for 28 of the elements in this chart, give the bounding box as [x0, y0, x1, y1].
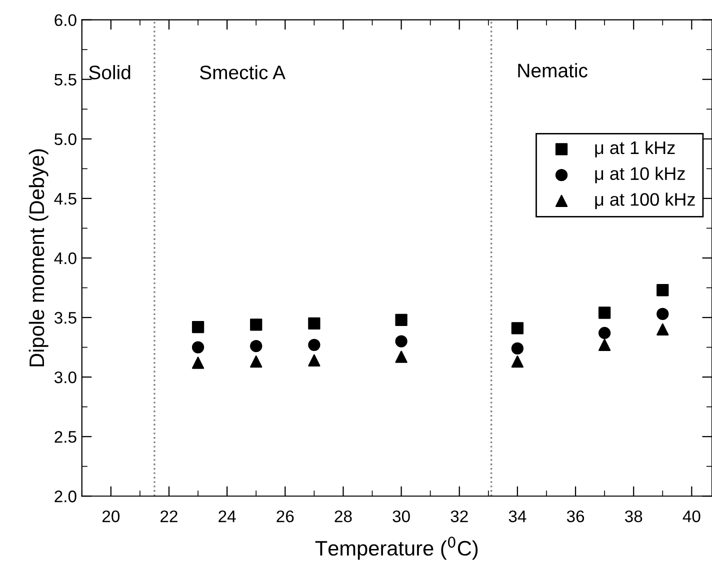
x-tick-label: 32 — [450, 510, 468, 522]
y-tick-label: 5.5 — [54, 74, 76, 86]
y-tick-label: 6.0 — [54, 14, 76, 26]
annotation: Nematic — [518, 63, 588, 78]
y-tick-label: 3.5 — [54, 312, 76, 324]
y-tick-label: 2.0 — [54, 490, 76, 502]
x-tick-label: 38 — [624, 510, 642, 522]
x-tick-label: 28 — [334, 510, 352, 522]
x-axis-title: Temperature ($^{0}$C) — [315, 536, 478, 560]
annotation: Smectic A — [200, 65, 286, 80]
x-tick-label: 22 — [160, 510, 178, 522]
y-tick-label: 4.0 — [54, 252, 76, 264]
y-tick-label: 2.5 — [54, 430, 76, 443]
x-tick-label: 26 — [276, 510, 294, 522]
legend-label: μ at 1 kHz — [595, 140, 675, 158]
x-tick-label: 40 — [682, 510, 700, 522]
y-tick-label: 3.0 — [54, 371, 76, 384]
x-tick-label: 24 — [218, 510, 236, 522]
x-tick-label: 20 — [102, 510, 120, 522]
y-tick-label: 5.0 — [54, 133, 76, 146]
legend-label: μ at 10 kHz — [595, 166, 685, 184]
legend-label: μ at 100 kHz — [595, 192, 695, 210]
x-tick-label: 30 — [392, 510, 410, 522]
x-tick-label: 36 — [566, 510, 584, 522]
annotation: Solid — [89, 65, 130, 80]
x-tick-label: 34 — [508, 510, 526, 522]
y-tick-label: 4.5 — [54, 193, 76, 205]
y-axis-title: Dipole moment (Debye) — [28, 149, 48, 366]
